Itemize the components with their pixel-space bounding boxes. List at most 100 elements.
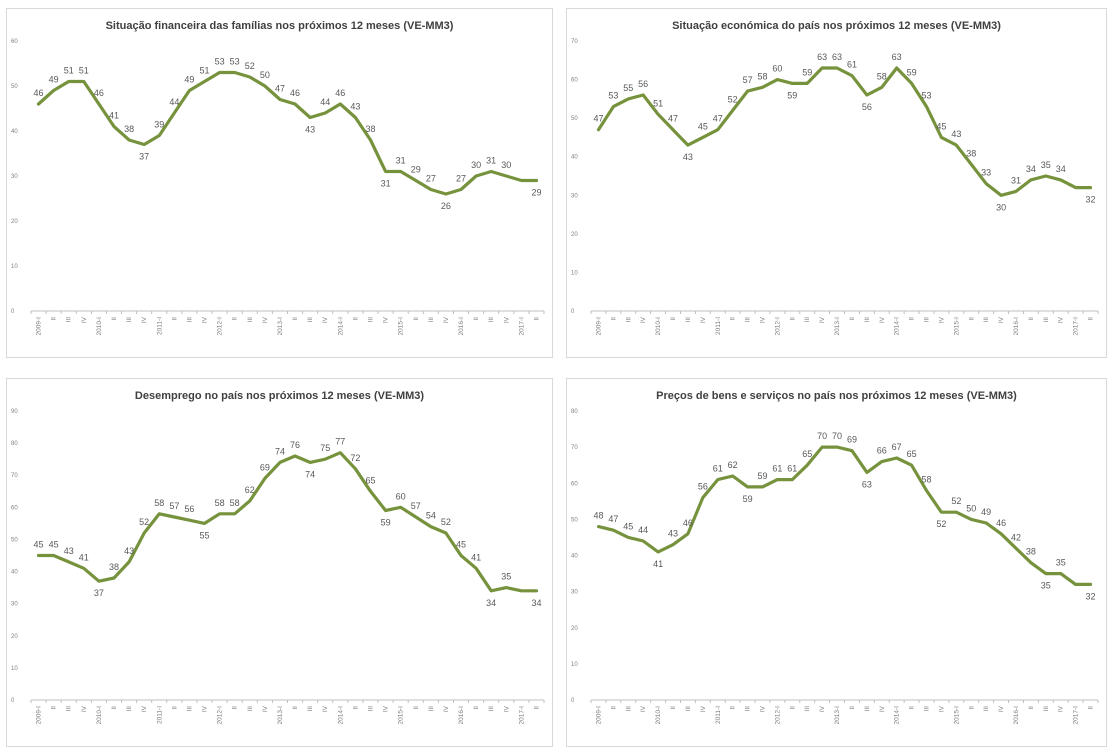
data-label: 74 — [305, 469, 315, 479]
x-tick-label: III — [247, 706, 254, 712]
x-tick-label: II — [232, 317, 239, 321]
data-label: 65 — [365, 475, 375, 485]
x-tick-label: IV — [443, 705, 450, 712]
data-label: 50 — [966, 503, 976, 513]
data-label: 54 — [426, 511, 436, 521]
y-tick-label: 30 — [11, 174, 18, 180]
data-label: 58 — [154, 498, 164, 508]
data-label: 39 — [154, 120, 164, 130]
x-tick-label: 2011-I — [156, 706, 163, 724]
y-tick-label: 40 — [571, 155, 578, 161]
x-tick-label: IV — [759, 705, 766, 712]
x-tick-label: 2015-I — [953, 706, 960, 725]
x-tick-label: 2014-I — [894, 706, 901, 725]
x-tick-label: III — [924, 706, 931, 712]
x-tick-label: II — [909, 706, 916, 710]
x-tick-label: II — [292, 706, 299, 710]
x-tick-label: 2011-I — [715, 706, 722, 724]
data-label: 55 — [200, 530, 210, 540]
x-tick-label: II — [352, 706, 359, 710]
x-tick-label: III — [307, 317, 314, 323]
data-label: 61 — [772, 464, 782, 474]
series-line — [36, 451, 539, 593]
x-tick-label: 2015-I — [398, 706, 405, 725]
y-tick-label: 40 — [11, 129, 18, 135]
x-tick-label: IV — [998, 316, 1005, 323]
x-tick-label: IV — [640, 316, 647, 323]
y-tick-label: 20 — [11, 219, 18, 225]
data-label: 63 — [832, 52, 842, 62]
data-label: 45 — [698, 121, 708, 131]
x-tick-label: 2016-I — [1013, 706, 1020, 725]
data-label: 51 — [64, 66, 74, 76]
data-label: 56 — [862, 102, 872, 112]
data-label: 63 — [862, 479, 872, 489]
x-tick-label: II — [610, 706, 617, 710]
data-label: 38 — [1026, 547, 1036, 557]
y-tick-label: 70 — [11, 473, 18, 479]
x-tick-label: 2010-I — [96, 317, 103, 336]
data-label: 26 — [441, 201, 451, 211]
y-tick-label: 50 — [11, 537, 18, 543]
y-tick-label: 50 — [11, 84, 18, 90]
x-tick-label: III — [488, 317, 495, 323]
y-tick-label: 20 — [11, 634, 18, 640]
x-tick-label: II — [670, 706, 677, 710]
data-label: 34 — [486, 598, 496, 608]
x-tick-label: 2017-I — [1073, 317, 1080, 336]
x-tick-label: II — [789, 317, 796, 321]
data-label: 34 — [1026, 164, 1036, 174]
y-tick-label: 30 — [11, 602, 18, 608]
x-tick-label: II — [533, 706, 540, 710]
x-tick-label: II — [968, 706, 975, 710]
data-label: 49 — [184, 75, 194, 85]
data-label: 38 — [966, 148, 976, 158]
y-tick-label: 60 — [11, 505, 18, 511]
x-tick-label: III — [864, 317, 871, 323]
data-label: 45 — [49, 540, 59, 550]
x-tick-label: III — [66, 706, 73, 712]
x-tick-label: IV — [503, 705, 510, 712]
data-label: 47 — [275, 84, 285, 94]
data-label: 46 — [996, 518, 1006, 528]
data-label: 31 — [396, 156, 406, 166]
x-tick-label: III — [804, 706, 811, 712]
data-label: 57 — [169, 501, 179, 511]
data-label: 52 — [441, 517, 451, 527]
data-label: 45 — [456, 540, 466, 550]
y-tick-label: 30 — [571, 193, 578, 199]
x-tick-label: III — [745, 317, 752, 323]
chart-panel-financial-situation: Situação financeira das famílias nos pró… — [6, 8, 553, 358]
y-tick-label: 70 — [571, 39, 578, 45]
x-tick-label: II — [610, 317, 617, 321]
data-label: 60 — [772, 64, 782, 74]
x-tick-label: II — [111, 317, 118, 321]
x-tick-label: 2014-I — [337, 706, 344, 725]
x-tick-label: III — [864, 706, 871, 712]
x-tick-label: 2010-I — [655, 317, 662, 336]
data-label: 44 — [638, 525, 648, 535]
chart-svg: Situação económica do país nos próximos … — [571, 20, 1099, 336]
data-label: 56 — [184, 504, 194, 514]
x-tick-label: II — [232, 706, 239, 710]
x-tick-label: IV — [700, 705, 707, 712]
data-label: 52 — [245, 61, 255, 71]
x-tick-label: II — [413, 706, 420, 710]
data-label: 59 — [802, 67, 812, 77]
x-tick-label: 2017-I — [518, 706, 525, 725]
data-label: 58 — [877, 71, 887, 81]
data-label: 53 — [922, 91, 932, 101]
x-tick-label: 2010-I — [655, 706, 662, 725]
chart-svg: Desemprego no país nos próximos 12 meses… — [11, 390, 545, 725]
x-tick-label: IV — [640, 705, 647, 712]
x-tick-label: III — [428, 317, 435, 323]
data-label: 55 — [623, 83, 633, 93]
data-label: 31 — [381, 179, 391, 189]
data-label: 46 — [94, 88, 104, 98]
x-tick-label: 2017-I — [518, 317, 525, 336]
data-label: 47 — [668, 114, 678, 124]
x-tick-label: IV — [383, 705, 390, 712]
x-tick-label: 2009-I — [36, 317, 43, 336]
data-label: 37 — [139, 152, 149, 162]
x-tick-label: IV — [998, 705, 1005, 712]
